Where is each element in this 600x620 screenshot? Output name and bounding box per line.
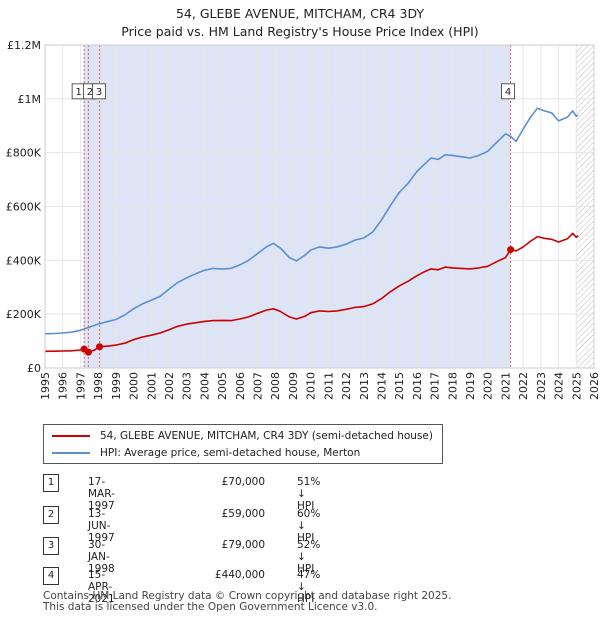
- x-tick-label: 2024: [553, 372, 566, 400]
- x-tick-label: 2023: [535, 372, 548, 400]
- transaction-date: 17-MAR-1997: [88, 476, 115, 512]
- transaction-number: 1: [43, 474, 59, 492]
- x-tick-label: 1997: [74, 372, 87, 400]
- x-tick-label: 2022: [517, 372, 530, 400]
- sale-badge-box: [501, 83, 515, 100]
- x-tick-label: 2006: [234, 372, 247, 400]
- transaction-hpi: 51% ↓ HPI: [297, 476, 321, 512]
- sale-badge-label: 2: [87, 87, 93, 98]
- x-tick-label: 2000: [128, 372, 141, 400]
- x-tick-label: 2015: [393, 372, 406, 400]
- legend-item-hpi: HPI: Average price, semi-detached house,…: [52, 445, 360, 461]
- property-price-line: [44, 232, 579, 353]
- y-tick-label: £800K: [6, 147, 42, 160]
- transaction-number: 3: [43, 537, 59, 555]
- transaction-number: 4: [43, 567, 59, 585]
- x-tick-label: 2001: [145, 372, 158, 400]
- y-tick-label: £200K: [6, 308, 42, 321]
- transaction-hpi: 52% ↓ HPI: [297, 539, 321, 575]
- transaction-date: 30-JAN-1998: [88, 539, 115, 575]
- x-tick-label: 2008: [269, 372, 282, 400]
- legend: 54, GLEBE AVENUE, MITCHAM, CR4 3DY (semi…: [43, 424, 443, 464]
- x-tick-label: 2018: [446, 372, 459, 400]
- x-tick-label: 2003: [181, 372, 194, 400]
- x-tick-label: 2004: [198, 372, 211, 400]
- sale-badge-label: 1: [75, 87, 81, 98]
- x-tick-label: 2007: [252, 372, 265, 400]
- x-tick-label: 2011: [322, 372, 335, 400]
- plot-border: [44, 44, 595, 369]
- x-tick-label: 2009: [287, 372, 300, 400]
- sale-point: [96, 343, 104, 351]
- y-tick-label: £1M: [18, 93, 42, 106]
- x-tick-label: 2005: [216, 372, 229, 400]
- transaction-price: £440,000: [214, 569, 265, 581]
- y-tick-label: £0: [27, 362, 41, 375]
- transaction-date: 15-APR-2021: [88, 569, 115, 605]
- x-tick-label: 2010: [305, 372, 318, 400]
- transaction-price: £59,000: [221, 508, 265, 520]
- x-tick-label: 2014: [375, 372, 388, 400]
- sale-point: [507, 246, 515, 254]
- x-tick-label: 1995: [39, 372, 52, 400]
- x-tick-label: 2020: [482, 372, 495, 400]
- x-tick-label: 1996: [57, 372, 70, 400]
- transaction-price: £79,000: [221, 539, 265, 551]
- legend-label-hpi: HPI: Average price, semi-detached house,…: [100, 447, 361, 459]
- sale-badge-label: 3: [96, 87, 102, 98]
- sale-badge-box: [92, 83, 106, 100]
- x-tick-label: 2013: [358, 372, 371, 400]
- footer-copyright: Contains HM Land Registry data © Crown c…: [43, 590, 452, 602]
- footer-license: This data is licensed under the Open Gov…: [43, 601, 378, 613]
- sale-badge-label: 4: [505, 87, 511, 98]
- y-tick-label: £600K: [6, 201, 42, 214]
- chart-title: 54, GLEBE AVENUE, MITCHAM, CR4 3DY: [175, 6, 425, 21]
- y-tick-label: £1.2M: [7, 39, 41, 52]
- x-tick-label: 2017: [429, 372, 442, 400]
- transaction-date: 13-JUN-1997: [88, 508, 115, 544]
- y-tick-label: £400K: [6, 254, 42, 267]
- x-tick-label: 2002: [163, 372, 176, 400]
- chart-subtitle: Price paid vs. HM Land Registry's House …: [121, 24, 479, 39]
- x-tick-label: 2025: [570, 372, 583, 400]
- x-tick-label: 2021: [499, 372, 512, 400]
- transaction-number: 2: [43, 506, 59, 524]
- legend-swatch-hpi: [52, 452, 90, 454]
- x-tick-label: 1999: [110, 372, 123, 400]
- legend-item-property: 54, GLEBE AVENUE, MITCHAM, CR4 3DY (semi…: [52, 428, 433, 444]
- legend-label-property: 54, GLEBE AVENUE, MITCHAM, CR4 3DY (semi…: [100, 430, 433, 442]
- x-tick-label: 1998: [92, 372, 105, 400]
- hpi-line: [44, 107, 579, 335]
- x-tick-label: 2016: [411, 372, 424, 400]
- sale-point: [84, 348, 92, 356]
- x-tick-label: 2012: [340, 372, 353, 400]
- transaction-hpi: 60% ↓ HPI: [297, 508, 321, 544]
- x-tick-label: 2019: [464, 372, 477, 400]
- transaction-hpi: 47% ↓ HPI: [297, 569, 321, 605]
- transaction-price: £70,000: [221, 476, 265, 488]
- x-tick-label: 2026: [588, 372, 600, 400]
- legend-swatch-property: [52, 435, 90, 437]
